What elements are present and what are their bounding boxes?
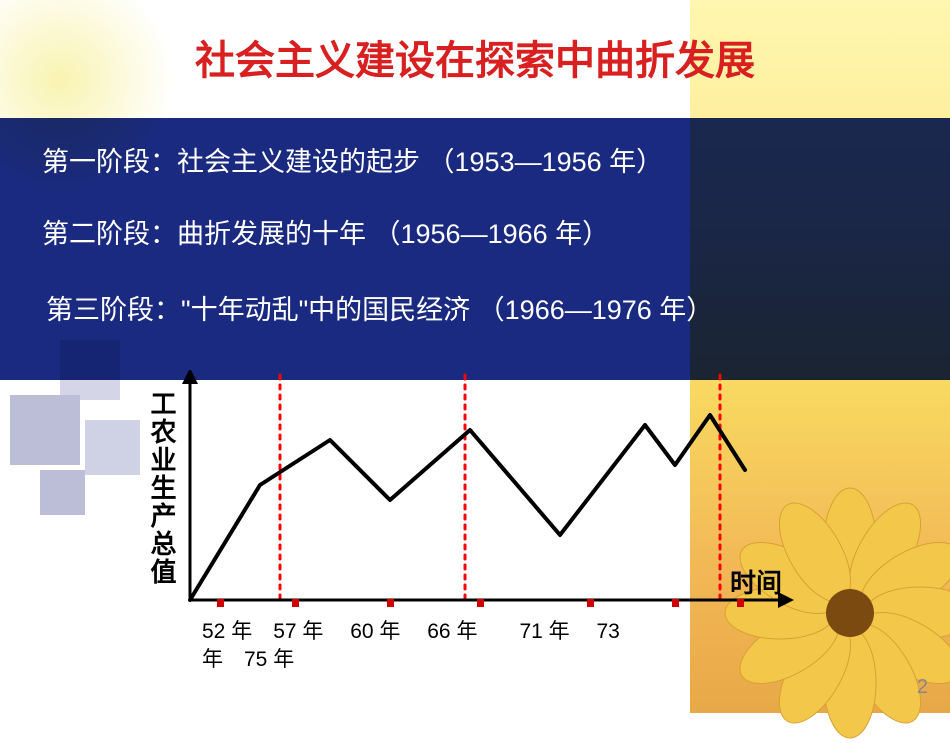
page-number: 2: [917, 676, 928, 699]
svg-text:52 年 57 年 60 年 66 年 71 年 7: 52 年 57 年 60 年 66 年 71 年 73: [202, 620, 620, 643]
svg-text:年 75 年: 年 75 年: [202, 648, 294, 671]
phase-1-text: 第一阶段：社会主义建设的起步 （1953—1956 年）: [42, 140, 663, 179]
chart-svg: 工农业生产总值时间 52 年 57 年 60 年 66 年 71 年 73 年 75…: [130, 370, 830, 680]
line-chart: 工农业生产总值时间 52 年 57 年 60 年 66 年 71 年 73 年 75…: [130, 370, 830, 680]
svg-text:工农业生产总值: 工农业生产总值: [147, 390, 177, 586]
slide-title: 社会主义建设在探索中曲折发展: [0, 28, 950, 86]
slide-content: 社会主义建设在探索中曲折发展 第一阶段：社会主义建设的起步 （1953—1956…: [0, 0, 950, 713]
svg-text:时间: 时间: [730, 568, 782, 598]
phase-3-text: 第三阶段："十年动乱"中的国民经济 （1966—1976 年）: [46, 288, 713, 327]
phase-2-text: 第二阶段：曲折发展的十年 （1956—1966 年）: [42, 212, 609, 251]
